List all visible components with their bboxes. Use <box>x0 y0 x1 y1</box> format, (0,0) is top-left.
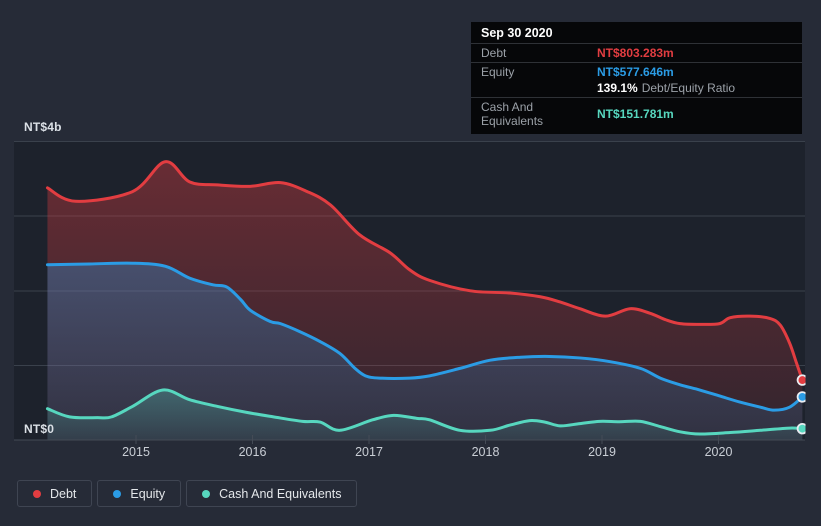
tooltip-cash-value: NT$151.781m <box>597 107 674 121</box>
equity-area <box>47 263 803 440</box>
tooltip-equity-value: NT$577.646m <box>597 65 674 79</box>
series-group <box>45 160 806 441</box>
x-axis-label-2020: 2020 <box>704 445 733 459</box>
x-axis-label-2015: 2015 <box>122 445 150 459</box>
legend: Debt Equity Cash And Equivalents <box>17 480 358 507</box>
tooltip-ratio-value: 139.1% <box>597 81 638 95</box>
tooltip-equity-label: Equity <box>481 65 515 79</box>
debt-legend-dot-icon <box>33 489 41 498</box>
x-axis: 2015 2016 2017 2018 2019 2020 <box>0 445 821 461</box>
tooltip-debt-value: NT$803.283m <box>597 46 674 60</box>
x-axis-label-2016: 2016 <box>238 445 267 459</box>
tooltip-equity-row: Equity NT$577.646m <box>471 62 802 81</box>
tooltip-debt-row: Debt NT$803.283m <box>471 43 802 62</box>
tooltip-ratio-row: 139.1% Debt/Equity Ratio <box>471 81 802 97</box>
debt-line <box>45 160 804 382</box>
tooltip: Sep 30 2020 Debt NT$803.283m Equity NT$5… <box>471 22 802 134</box>
equity-end-marker <box>796 391 806 403</box>
cash-end-marker <box>796 422 806 435</box>
cash-line <box>45 388 804 436</box>
y-axis-label-bottom: NT$0 <box>24 422 55 436</box>
y-axis-label-top: NT$4b <box>24 120 62 134</box>
tooltip-ratio: 139.1% Debt/Equity Ratio <box>597 81 802 95</box>
tooltip-date: Sep 30 2020 <box>481 26 553 40</box>
x-axis-label-2019: 2019 <box>588 445 616 459</box>
legend-label: Equity <box>130 486 166 501</box>
tooltip-cash-label: Cash And Equivalents <box>481 100 544 128</box>
equity-legend-dot-icon <box>113 489 122 498</box>
legend-item-debt[interactable]: Debt <box>17 480 93 507</box>
equity-line <box>45 261 804 412</box>
tooltip-debt-label: Debt <box>481 46 507 60</box>
x-axis-label-2018: 2018 <box>471 445 500 459</box>
debt-end-marker <box>796 374 806 386</box>
legend-label: Cash And Equivalents <box>219 486 342 501</box>
legend-item-equity[interactable]: Equity <box>97 480 182 507</box>
legend-label: Debt <box>50 486 77 501</box>
cash-legend-dot-icon <box>202 489 211 498</box>
tooltip-cash-row: Cash And Equivalents NT$151.781m <box>471 97 802 130</box>
x-axis-label-2017: 2017 <box>355 445 383 459</box>
tooltip-ratio-label: Debt/Equity Ratio <box>641 81 736 95</box>
cash-area <box>47 389 803 440</box>
legend-item-cash[interactable]: Cash And Equivalents <box>186 480 358 507</box>
